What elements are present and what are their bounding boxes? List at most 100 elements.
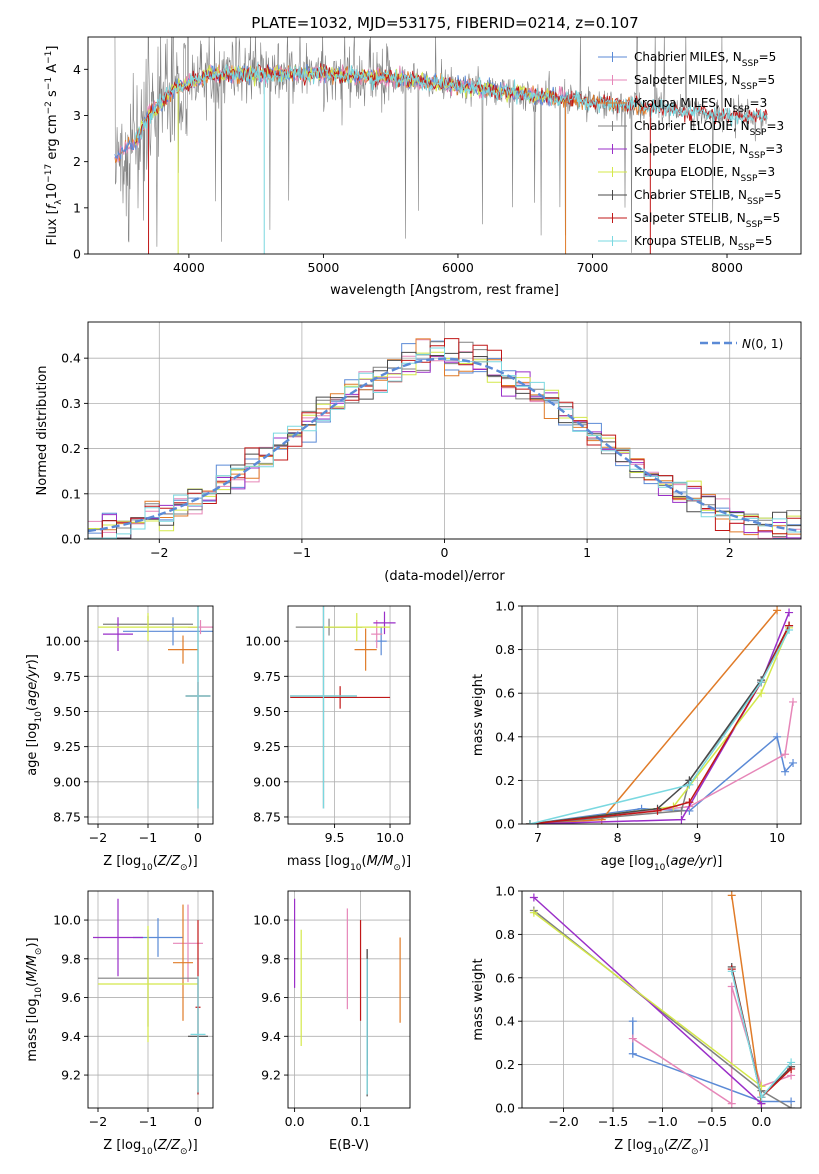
x-tick-label: 7 <box>534 830 542 845</box>
y-tick-label: 0.1 <box>61 486 81 501</box>
x-tick-label: −1 <box>139 1114 157 1129</box>
label-part: ⊙ <box>180 863 188 873</box>
label-part: 10 <box>652 1147 664 1157</box>
plot-area <box>525 606 798 824</box>
label-part: Z [ <box>103 1138 121 1153</box>
y-tick-label: 0.8 <box>495 642 515 657</box>
y-tick-label: 9.8 <box>261 951 281 966</box>
y-tick-label: 10.00 <box>45 634 81 649</box>
mass-weight-marker <box>628 1049 637 1058</box>
label-part: log <box>25 998 40 1018</box>
label-part: log <box>25 723 40 743</box>
y-tick-label: 0.4 <box>61 351 81 366</box>
label-part: 10 <box>654 863 666 873</box>
mass-weight-marker <box>773 606 782 615</box>
y-tick-label: 9.25 <box>53 739 81 754</box>
label-part: log <box>634 854 654 869</box>
label-part: 10 <box>34 711 44 723</box>
legend-text: Chabrier STELIB, N <box>634 188 747 202</box>
x-axis-label: (data-model)/error <box>384 569 505 584</box>
label-part: )] <box>188 1138 198 1153</box>
plot-area <box>293 898 401 1097</box>
mass-vs-extinction-panel: 0.0 0.1 9.2 9.4 9.6 9.8 10.0 E(B-V) <box>253 890 411 1153</box>
mass-weight-marker <box>727 891 736 900</box>
mass-weight-line <box>533 896 762 1105</box>
legend-text: =3 <box>765 142 783 156</box>
label-part: (0, 1) <box>751 337 783 351</box>
label-part: 10 <box>350 863 362 873</box>
y-tick-label: 10.0 <box>253 913 281 928</box>
plot-area <box>529 891 796 1108</box>
legend-text: =5 <box>755 234 773 248</box>
y-tick-label: 9.2 <box>261 1068 281 1083</box>
y-tick-label: 0.2 <box>495 773 515 788</box>
mass-weight-marker <box>757 1093 766 1102</box>
mass-weight-marker <box>787 1058 796 1067</box>
axes-frame <box>287 890 411 1109</box>
y-tick-label: 1.0 <box>495 599 515 614</box>
mass-weight-marker <box>781 767 790 776</box>
x-tick-label: 6000 <box>442 260 474 275</box>
x-tick-label: −2 <box>150 545 168 560</box>
x-tick-label: 10.0 <box>376 830 404 845</box>
axes-frame <box>87 36 802 255</box>
mass-weight-marker <box>727 967 736 976</box>
label-part: M/M <box>25 955 40 982</box>
mass-weight-marker <box>529 893 538 902</box>
legend-entry: N(0, 1) <box>742 337 783 351</box>
label-part: −17 <box>44 164 54 183</box>
legend-subscript: SSP <box>733 105 750 115</box>
label-part: )] <box>25 654 40 664</box>
mass-weight-marker <box>529 908 538 917</box>
legend-entry: Kroupa STELIB, NSSP=5 <box>634 234 772 253</box>
label-part: E(B-V) <box>329 1138 369 1153</box>
label-part: 10 <box>141 1147 153 1157</box>
mass-weight-line <box>730 895 763 1104</box>
label-part: Z/Z <box>157 1138 181 1153</box>
x-axis-label: Z [log10(Z/Z⊙)] <box>103 854 197 873</box>
x-axis-label: Z [log10(Z/Z⊙)] <box>614 1138 708 1157</box>
label-part: ⊙ <box>34 948 44 956</box>
mass-weight-line <box>533 912 762 1087</box>
label-part: ⊙ <box>691 1147 699 1157</box>
x-tick-label: 0 <box>441 545 449 560</box>
figure-title: PLATE=1032, MJD=53175, FIBERID=0214, z=0… <box>251 14 638 32</box>
label-part: −1 <box>44 51 54 64</box>
x-tick-label: 5000 <box>308 260 340 275</box>
x-tick-label: 0 <box>194 1114 202 1129</box>
label-part: age [ <box>25 742 40 775</box>
label-part: N <box>742 337 751 351</box>
mass-weight-marker <box>787 1104 796 1108</box>
x-tick-label: 9 <box>693 830 701 845</box>
mass-weight-line <box>529 625 790 824</box>
mass-vs-metallicity-panel: −2 −1 09.29.49.69.810.0Z [log10(Z/Z⊙)]mass… <box>25 890 214 1157</box>
x-tick-label: 2 <box>726 545 734 560</box>
y-tick-label: 0.2 <box>61 441 81 456</box>
legend-entry: Chabrier STELIB, NSSP=5 <box>634 188 782 207</box>
x-tick-label: −1 <box>293 545 311 560</box>
label-part: erg cm <box>45 114 60 163</box>
x-axis-label: E(B-V) <box>329 1138 369 1153</box>
label-part: f <box>45 202 60 209</box>
x-tick-label: 4000 <box>173 260 205 275</box>
label-part: )] <box>712 854 722 869</box>
x-axis-label: wavelength [Angstrom, rest frame] <box>330 283 559 298</box>
legend-subscript: SSP <box>750 128 767 138</box>
mass-weight-marker <box>525 820 534 824</box>
x-tick-label: 8 <box>614 830 622 845</box>
x-tick-label: 9.5 <box>325 830 345 845</box>
residual-histogram-step <box>88 347 801 539</box>
x-tick-label: −0.5 <box>697 1114 727 1129</box>
label-part: Flux [ <box>45 209 60 245</box>
mass-weight-marker <box>789 758 798 767</box>
x-axis-label: age [log10(age/yr)] <box>601 854 723 873</box>
legend-subscript: SSP <box>738 243 755 253</box>
y-tick-label: 9.4 <box>261 1029 281 1044</box>
plot-area <box>98 606 213 809</box>
mass-weight-line <box>529 612 790 824</box>
x-tick-label: 0.0 <box>285 1114 305 1129</box>
x-tick-label: 0 <box>194 830 202 845</box>
mass-weight-line <box>529 627 790 824</box>
